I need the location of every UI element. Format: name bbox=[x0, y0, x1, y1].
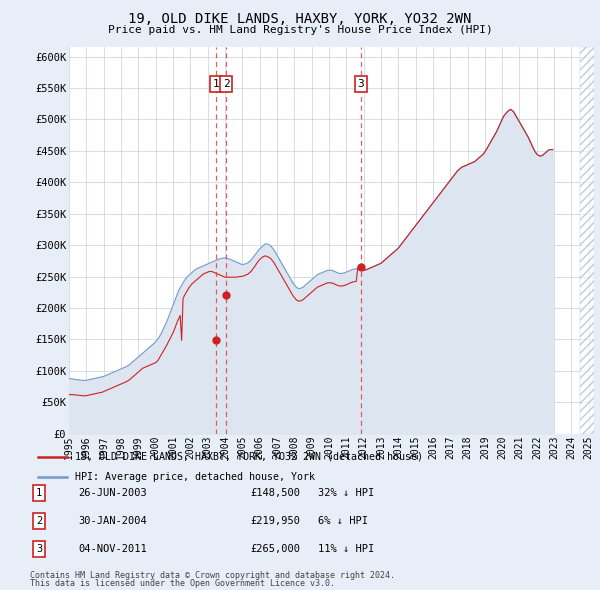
Text: £148,500: £148,500 bbox=[250, 488, 300, 497]
Text: 6% ↓ HPI: 6% ↓ HPI bbox=[318, 516, 368, 526]
Text: 3: 3 bbox=[36, 545, 42, 554]
Text: 32% ↓ HPI: 32% ↓ HPI bbox=[318, 488, 374, 497]
Text: £265,000: £265,000 bbox=[250, 545, 300, 554]
Text: This data is licensed under the Open Government Licence v3.0.: This data is licensed under the Open Gov… bbox=[30, 579, 335, 588]
Text: £219,950: £219,950 bbox=[250, 516, 300, 526]
Text: Contains HM Land Registry data © Crown copyright and database right 2024.: Contains HM Land Registry data © Crown c… bbox=[30, 571, 395, 579]
Text: 3: 3 bbox=[358, 79, 364, 89]
Text: 30-JAN-2004: 30-JAN-2004 bbox=[78, 516, 147, 526]
Text: 04-NOV-2011: 04-NOV-2011 bbox=[78, 545, 147, 554]
Text: 1: 1 bbox=[213, 79, 220, 89]
Text: Price paid vs. HM Land Registry's House Price Index (HPI): Price paid vs. HM Land Registry's House … bbox=[107, 25, 493, 35]
Text: 11% ↓ HPI: 11% ↓ HPI bbox=[318, 545, 374, 554]
Text: 26-JUN-2003: 26-JUN-2003 bbox=[78, 488, 147, 497]
Text: 2: 2 bbox=[36, 516, 42, 526]
Text: 19, OLD DIKE LANDS, HAXBY, YORK, YO32 2WN (detached house): 19, OLD DIKE LANDS, HAXBY, YORK, YO32 2W… bbox=[75, 452, 423, 461]
Text: HPI: Average price, detached house, York: HPI: Average price, detached house, York bbox=[75, 472, 315, 481]
Text: 1: 1 bbox=[36, 488, 42, 497]
Text: 19, OLD DIKE LANDS, HAXBY, YORK, YO32 2WN: 19, OLD DIKE LANDS, HAXBY, YORK, YO32 2W… bbox=[128, 12, 472, 26]
Text: 2: 2 bbox=[223, 79, 230, 89]
